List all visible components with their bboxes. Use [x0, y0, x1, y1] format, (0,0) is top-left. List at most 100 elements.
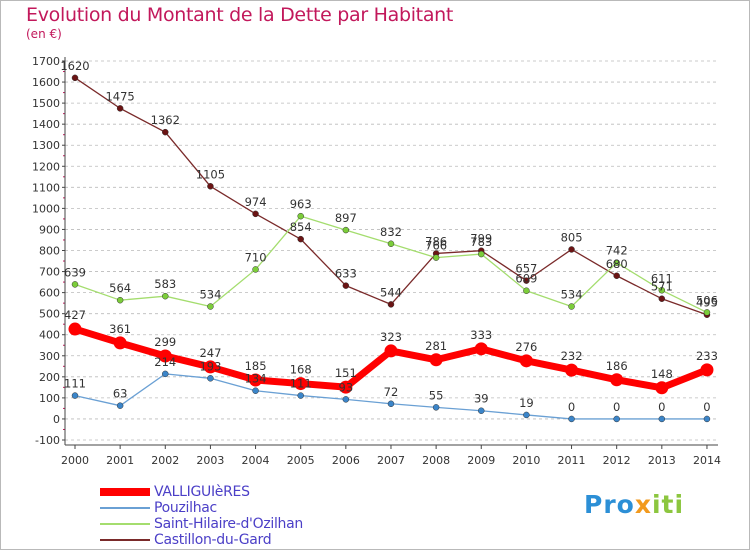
data-label: 1362	[151, 113, 180, 127]
data-label: 583	[154, 277, 176, 291]
data-point	[613, 415, 620, 423]
data-label: 233	[696, 349, 718, 363]
data-labels: 1620 1475 1362 1105 974 854 633 544 786 799 657 805…	[60, 59, 718, 414]
data-label: 168	[290, 363, 312, 377]
data-point	[162, 128, 169, 136]
data-point	[613, 259, 620, 266]
y-tick-label: 1700	[32, 55, 60, 68]
data-label: 805	[561, 230, 583, 244]
x-tick-label: 2000	[61, 454, 89, 467]
data-label: 0	[658, 400, 665, 414]
x-tick-label: 2003	[196, 454, 224, 467]
data-label: 0	[703, 400, 710, 414]
y-tick-label: 100	[39, 392, 60, 405]
data-label: 39	[474, 392, 489, 406]
data-label: 185	[245, 359, 267, 373]
data-point	[523, 411, 530, 419]
x-tick-label: 2002	[151, 454, 179, 467]
data-point	[703, 415, 711, 423]
data-label: 427	[64, 308, 86, 322]
y-tick-label: 700	[39, 266, 60, 279]
data-label: 766	[425, 239, 447, 253]
data-label: 495	[696, 296, 718, 310]
data-label: 963	[290, 197, 312, 211]
data-point	[658, 295, 666, 302]
y-tick-label: -100	[35, 434, 60, 447]
data-label: 680	[606, 257, 628, 271]
x-tick-label: 2007	[377, 454, 405, 467]
data-point	[568, 415, 575, 423]
x-tick-label: 2011	[558, 454, 586, 467]
data-label: 854	[290, 220, 312, 234]
x-tick-label: 2012	[603, 454, 631, 467]
data-point	[252, 387, 259, 394]
data-point	[523, 287, 530, 294]
y-tick-label: 1200	[32, 160, 60, 173]
data-label: 186	[606, 359, 628, 373]
data-point	[158, 349, 172, 363]
data-label: 214	[154, 355, 176, 369]
data-point	[658, 287, 666, 294]
data-label: 506	[696, 293, 718, 307]
y-tick-label: 600	[39, 287, 60, 300]
y-tick-label: 0	[53, 413, 60, 426]
data-label: 571	[651, 280, 673, 294]
data-label: 611	[651, 271, 673, 285]
data-point	[655, 381, 669, 395]
data-label: 63	[113, 387, 128, 401]
data-label: 0	[568, 400, 575, 414]
legend-swatch	[100, 539, 150, 541]
data-label: 609	[515, 272, 537, 286]
data-label: 1620	[60, 59, 89, 73]
data-label: 247	[199, 346, 221, 360]
data-label: 897	[335, 211, 357, 225]
legend-label: VALLIGUIèRES	[154, 484, 250, 500]
data-point	[387, 400, 395, 408]
data-point	[207, 375, 214, 382]
data-point	[432, 254, 440, 261]
data-label: 55	[429, 388, 444, 402]
data-label: 193	[199, 359, 221, 373]
data-label: 151	[335, 366, 357, 380]
x-tick-label: 2009	[467, 454, 495, 467]
data-label: 361	[109, 322, 131, 336]
data-label: 564	[109, 281, 131, 295]
y-tick-label: 1600	[32, 76, 60, 89]
data-label: 134	[245, 372, 267, 386]
y-tick-label: 300	[39, 350, 60, 363]
data-point	[68, 322, 82, 336]
data-label: 633	[335, 267, 357, 281]
x-tick-label: 2006	[332, 454, 360, 467]
legend-swatch	[100, 523, 150, 525]
data-point	[478, 407, 485, 414]
data-point	[252, 210, 259, 218]
data-point	[342, 282, 350, 289]
data-point	[610, 373, 624, 387]
data-label: 299	[154, 335, 176, 349]
data-point	[519, 354, 533, 368]
data-point	[207, 303, 214, 310]
data-point	[387, 240, 395, 248]
data-label: 974	[245, 195, 267, 209]
y-tick-label: 200	[39, 371, 60, 384]
data-label: 1105	[196, 167, 225, 181]
y-tick-label: 1300	[32, 139, 60, 152]
data-label: 72	[384, 385, 399, 399]
data-label: 783	[470, 235, 492, 249]
y-tick-label: 1500	[32, 97, 60, 110]
data-point	[568, 303, 575, 310]
data-point	[613, 272, 620, 280]
axes: -100010020030040050060070080090010001100…	[32, 55, 721, 467]
data-label: 1475	[105, 89, 134, 103]
data-point	[523, 277, 530, 284]
data-label: 639	[64, 265, 86, 279]
proxiti-logo: Proxiti	[584, 490, 685, 519]
data-label: 281	[425, 339, 447, 353]
legend-label: Saint-Hilaire-d'Ozilhan	[154, 516, 303, 532]
y-tick-label: 900	[39, 223, 60, 236]
legend-swatch	[100, 507, 150, 509]
data-point	[478, 250, 485, 258]
y-tick-label: 500	[39, 308, 60, 321]
y-tick-label: 800	[39, 245, 60, 258]
